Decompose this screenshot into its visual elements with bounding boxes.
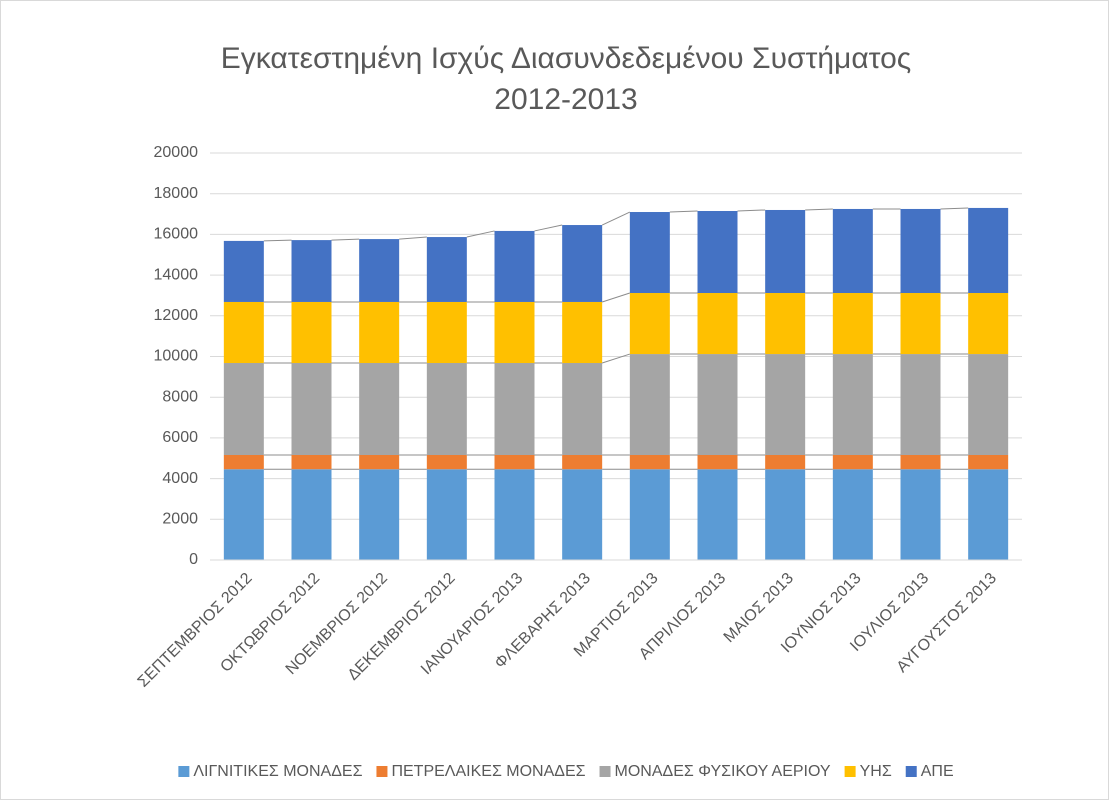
legend-label: ΥΗΣ bbox=[860, 763, 892, 780]
chart-title: 2012-2013 bbox=[494, 83, 637, 116]
bar-segment bbox=[359, 239, 400, 302]
bar-segment bbox=[832, 208, 873, 294]
bar-segment bbox=[765, 209, 806, 294]
bar-segment bbox=[426, 363, 467, 455]
y-tick-label: 18000 bbox=[154, 185, 199, 202]
bar-segment bbox=[291, 301, 332, 364]
bar-segment bbox=[832, 354, 873, 455]
bar-segment bbox=[359, 363, 400, 455]
bar-segment bbox=[426, 237, 467, 302]
bar-segment bbox=[968, 354, 1009, 455]
series-line bbox=[602, 353, 630, 364]
legend-label: ΛΙΓΝΙΤΙΚΕΣ ΜΟΝΑΔΕΣ bbox=[193, 763, 362, 780]
legend-label: ΜΟΝΑΔΕΣ ΦΥΣΙΚΟΥ ΑΕΡΙΟΥ bbox=[615, 763, 831, 780]
legend-swatch bbox=[376, 766, 388, 777]
bar-segment bbox=[359, 469, 400, 560]
bar-segment bbox=[968, 469, 1009, 560]
bar-segment bbox=[291, 363, 332, 455]
bar-segment bbox=[697, 210, 738, 294]
bar-segment bbox=[494, 454, 535, 470]
bar-segment bbox=[629, 354, 670, 455]
series-line bbox=[263, 239, 292, 242]
bar-segment bbox=[359, 301, 400, 364]
y-tick-label: 4000 bbox=[162, 470, 198, 487]
y-tick-label: 14000 bbox=[154, 266, 199, 283]
bar-segment bbox=[900, 293, 941, 355]
bar-segment bbox=[291, 454, 332, 470]
y-tick-label: 0 bbox=[189, 551, 198, 568]
bar-segment bbox=[900, 208, 941, 294]
y-tick-label: 2000 bbox=[162, 511, 198, 528]
series-line bbox=[466, 230, 495, 238]
series-line bbox=[399, 236, 427, 240]
bar-segment bbox=[697, 354, 738, 455]
bar-segment bbox=[223, 240, 264, 302]
bar-segment bbox=[968, 454, 1009, 470]
bar-segment bbox=[832, 293, 873, 355]
bar-segment bbox=[629, 293, 670, 355]
bar-segment bbox=[426, 454, 467, 470]
bar-segment bbox=[765, 354, 806, 455]
series-line bbox=[601, 211, 631, 226]
bar-segment bbox=[426, 469, 467, 560]
bar-segment bbox=[223, 363, 264, 455]
series-line bbox=[805, 208, 833, 211]
bar-segment bbox=[494, 363, 535, 455]
bar-segment bbox=[697, 293, 738, 355]
legend-label: ΑΠΕ bbox=[921, 763, 954, 780]
bar-segment bbox=[629, 454, 670, 470]
bar-segment bbox=[968, 207, 1009, 294]
bar-segment bbox=[562, 363, 603, 455]
y-tick-label: 20000 bbox=[154, 144, 199, 161]
bar-segment bbox=[562, 225, 603, 302]
bar-segment bbox=[223, 469, 264, 560]
bar-segment bbox=[765, 293, 806, 355]
bar-segment bbox=[291, 469, 332, 560]
bar-segment bbox=[629, 212, 670, 294]
legend-swatch bbox=[599, 766, 611, 777]
bar-segment bbox=[562, 301, 603, 364]
bar-segment bbox=[765, 454, 806, 470]
bar-segment bbox=[968, 293, 1009, 355]
series-line bbox=[737, 209, 766, 212]
bar-segment bbox=[426, 301, 467, 364]
legend-label: ΠΕΤΡΕΛΑΙΚΕΣ ΜΟΝΑΔΕΣ bbox=[391, 763, 585, 780]
y-tick-label: 16000 bbox=[154, 226, 199, 243]
series-line bbox=[534, 224, 563, 232]
bar-segment bbox=[832, 454, 873, 470]
bar-segment bbox=[900, 454, 941, 470]
series-line bbox=[940, 207, 969, 210]
bar-segment bbox=[359, 454, 400, 470]
bar-segment bbox=[697, 469, 738, 560]
series-line bbox=[331, 238, 360, 241]
bar-segment bbox=[629, 469, 670, 560]
y-tick-label: 6000 bbox=[162, 429, 198, 446]
bar-segment bbox=[900, 469, 941, 560]
legend-swatch bbox=[905, 766, 917, 777]
bar-segment bbox=[765, 469, 806, 560]
legend-swatch bbox=[178, 766, 190, 777]
legend-swatch bbox=[844, 766, 856, 777]
bar-segment bbox=[562, 469, 603, 560]
bar-segment bbox=[697, 454, 738, 470]
series-line bbox=[602, 292, 630, 303]
bar-segment bbox=[494, 469, 535, 560]
bar-segment bbox=[494, 301, 535, 364]
series-line bbox=[669, 210, 698, 213]
bar-segment bbox=[223, 454, 264, 470]
chart-title: Εγκατεστημένη Ισχύς Διασυνδεδεμένου Συστ… bbox=[221, 42, 911, 75]
bar-segment bbox=[494, 230, 535, 302]
bar-segment bbox=[562, 454, 603, 470]
bar-segment bbox=[223, 301, 264, 364]
bar-segment bbox=[900, 354, 941, 455]
y-tick-label: 8000 bbox=[162, 388, 198, 405]
bar-segment bbox=[291, 240, 332, 302]
y-tick-label: 12000 bbox=[154, 307, 199, 324]
bar-segment bbox=[832, 469, 873, 560]
y-tick-label: 10000 bbox=[154, 348, 199, 365]
